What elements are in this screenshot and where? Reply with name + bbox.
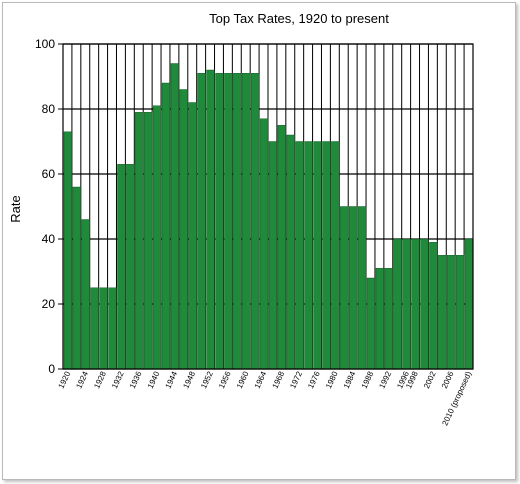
x-tick-label: 1928	[92, 370, 108, 390]
bar-2004	[438, 255, 447, 370]
x-tick-label: 1988	[360, 370, 376, 390]
bar-1980	[331, 141, 340, 370]
bar-1954	[215, 73, 224, 370]
chart-title: Top Tax Rates, 1920 to present	[209, 11, 389, 26]
bar-1932	[117, 164, 126, 370]
bar-1948	[188, 102, 197, 370]
bar-1936	[135, 112, 144, 370]
x-tick-label: 1932	[110, 370, 126, 390]
bar-1992	[384, 268, 393, 370]
bar-1940	[152, 105, 162, 370]
bar-2000	[420, 238, 429, 370]
y-tick-label: 60	[42, 167, 56, 181]
y-tick-label: 0	[48, 362, 55, 376]
x-tick-label: 2002	[422, 370, 438, 390]
x-tick-label: 1976	[306, 370, 322, 390]
bar-1962	[250, 73, 260, 370]
x-tick-label: 1952	[199, 370, 215, 390]
x-tick-label: 1984	[342, 370, 358, 390]
bar-1996	[402, 238, 411, 370]
x-tick-label: 1972	[288, 370, 304, 390]
bar-1922	[72, 186, 82, 370]
bar-1924	[81, 219, 90, 370]
bar-1998	[411, 238, 420, 370]
x-tick-labels: 1920 1924 1928 1932 1936 1940 1944 1948 1952 1956…	[57, 370, 474, 428]
bar-2006	[447, 255, 456, 370]
x-tick-label: 1920	[57, 370, 73, 390]
bar-1946	[179, 89, 188, 370]
bar-1972	[295, 141, 304, 370]
y-tick-label: 20	[42, 297, 56, 311]
plot-area-border	[62, 43, 474, 370]
x-tick-label: 1992	[377, 370, 393, 390]
bar-chart: Top Tax Rates, 1920 to present Rate 0 20 4…	[8, 11, 474, 428]
x-tick-label: 1940	[146, 370, 162, 390]
bar-1934	[126, 164, 135, 370]
bar-1982	[340, 206, 349, 370]
bar-1956	[224, 73, 233, 370]
bar-2002	[429, 242, 438, 370]
bar-1976	[313, 141, 322, 370]
bar-1964	[259, 118, 269, 370]
x-tick-label: 1948	[181, 370, 197, 390]
bar-1942	[161, 82, 171, 370]
bar-1952	[206, 69, 215, 370]
bar-1926	[90, 287, 99, 370]
x-tick-label: 2006	[440, 370, 456, 390]
bar-1970	[286, 134, 295, 370]
x-tick-label: 1968	[271, 370, 287, 390]
bar-1966	[268, 141, 278, 370]
x-tick-label: 1980	[324, 370, 340, 390]
bar-1950	[197, 73, 206, 370]
bar-1960	[242, 73, 251, 370]
x-tick-label: 1956	[217, 370, 233, 390]
bar-1988	[366, 277, 376, 370]
bar-1968	[277, 125, 287, 370]
x-tick-label: 1924	[74, 370, 90, 390]
bar-1920	[63, 131, 73, 370]
bar-1990	[375, 268, 385, 370]
chart-frame: Top Tax Rates, 1920 to present Rate 0 20 4…	[2, 2, 516, 480]
y-axis-label: Rate	[8, 195, 23, 222]
plot-border	[62, 43, 474, 370]
bar-1930	[108, 287, 117, 370]
bar-1986	[357, 206, 367, 370]
bar-1984	[349, 206, 358, 370]
x-tick-label: 1964	[253, 370, 269, 390]
bar-1978	[322, 141, 331, 370]
x-tick-label: 1944	[164, 370, 180, 390]
y-tick-label: 80	[42, 102, 56, 116]
x-tick-label: 1936	[128, 370, 144, 390]
bar-1944	[170, 63, 180, 370]
bar-2008	[455, 255, 465, 370]
bar-2010	[464, 238, 474, 370]
bar-1928	[99, 287, 108, 370]
y-tick-labels: 0 20 40 60 80 100	[35, 37, 63, 376]
y-tick-label: 40	[42, 232, 56, 246]
bar-1958	[233, 73, 242, 370]
bar-1974	[304, 141, 313, 370]
x-tick-label: 1960	[235, 370, 251, 390]
bar-1938	[144, 112, 153, 370]
bars	[63, 63, 474, 370]
bar-1994	[393, 238, 402, 370]
y-tick-label: 100	[35, 37, 55, 51]
